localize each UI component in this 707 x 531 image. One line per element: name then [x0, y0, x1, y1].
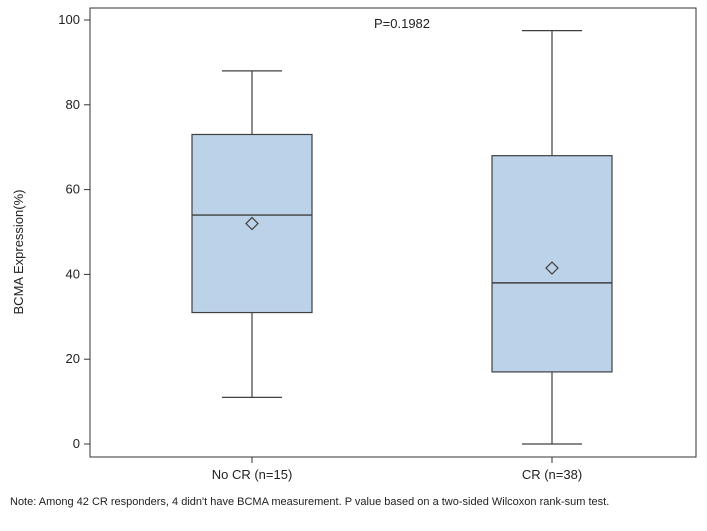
x-tick-label: No CR (n=15) — [212, 467, 293, 482]
boxes — [191, 30, 613, 445]
y-axis: 0 20 40 60 80 100 — [58, 12, 90, 451]
box-plot-chart: 0 20 40 60 80 100 No CR (n=15) CR (n=38) P=0.1… — [11, 7, 697, 482]
mean-marker — [245, 216, 259, 231]
y-tick-label: 0 — [73, 436, 80, 451]
y-tick-label: 40 — [66, 266, 80, 281]
box-group — [491, 30, 613, 445]
y-tick-label: 80 — [66, 97, 80, 112]
mean-marker — [545, 261, 559, 275]
box-group — [191, 70, 313, 398]
y-tick-label: 20 — [66, 351, 80, 366]
y-tick-label: 100 — [58, 12, 80, 27]
p-value-annotation: P=0.1982 — [374, 16, 430, 31]
footnote: Note: Among 42 CR responders, 4 didn't h… — [10, 496, 610, 508]
iqr-box — [191, 133, 313, 314]
y-tick-label: 60 — [66, 182, 80, 197]
y-axis-label: BCMA Expression(%) — [11, 190, 26, 315]
x-tick-label: CR (n=38) — [522, 467, 582, 482]
x-axis: No CR (n=15) CR (n=38) — [212, 457, 582, 482]
plot-frame — [89, 7, 697, 458]
iqr-box — [491, 155, 613, 373]
